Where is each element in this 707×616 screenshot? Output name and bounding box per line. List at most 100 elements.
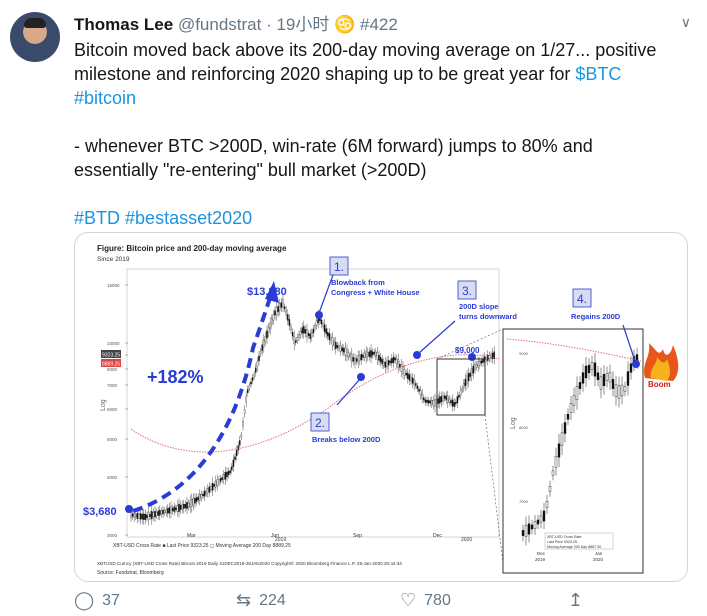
inset-candle-body (584, 365, 588, 379)
inset-candle-body (566, 413, 570, 420)
inset-candle-body (551, 470, 555, 476)
moving-average-200d-line (130, 354, 500, 453)
inset-candle-body (578, 382, 582, 389)
candle-body (453, 402, 455, 407)
share-button[interactable]: ↥ (568, 590, 583, 611)
candle-body (477, 361, 479, 368)
candle-body (261, 344, 263, 351)
candle-body (411, 377, 414, 384)
candle-body (240, 434, 243, 438)
candle-body (443, 395, 446, 399)
tweet-image[interactable]: Figure: Bitcoin price and 200-day moving… (74, 232, 688, 582)
hashtag-btd[interactable]: #BTD (74, 208, 121, 228)
retweet-icon: ⇆ (236, 590, 252, 610)
annotation-4-number: 4. (577, 292, 587, 306)
hashtag-bestasset2020[interactable]: #bestasset2020 (125, 208, 253, 228)
tweet-line-2a: - whenever BTC >200D, win-rate (6M forwa… (74, 136, 593, 156)
inset-candle-body (590, 362, 594, 370)
reply-button[interactable]: ◯ 37 (74, 590, 120, 611)
candle-body (213, 484, 215, 487)
inset-year-2019: 2019 (535, 557, 546, 562)
candle-body (410, 376, 412, 382)
annotation-1-box (329, 256, 349, 276)
candle-body (141, 513, 143, 520)
inset-candle-body (599, 376, 603, 390)
tweet-text: Bitcoin moved back above its 200-day mov… (74, 38, 694, 230)
inset-candle-body (629, 363, 633, 373)
candle-body (466, 375, 468, 384)
inset-legend-box (544, 532, 614, 550)
annotation-1-line-a: Blowback from (331, 278, 385, 287)
annotation-3-line-a: 200D slope (459, 302, 499, 311)
candle-body (186, 502, 188, 509)
inset-candle-body (536, 519, 540, 525)
avatar[interactable] (10, 12, 60, 62)
annotation-3-pointer (418, 320, 456, 354)
candle-body (255, 367, 257, 373)
author-name[interactable]: Thomas Lee (74, 15, 174, 34)
x-year-label: 2020 (461, 537, 472, 543)
candle-body (272, 314, 275, 321)
candle-body (456, 396, 459, 404)
candle-body (408, 374, 411, 381)
y-tick-label: 15000 (107, 283, 120, 288)
candle-body (394, 357, 396, 361)
candle-body (218, 479, 220, 484)
candle-body (493, 351, 495, 359)
candle-body (163, 510, 166, 513)
inset-ytick-8000: 8000 (519, 425, 529, 430)
candle-body (431, 400, 433, 405)
annotation-3-dot (413, 351, 421, 359)
annotation-2-number: 2. (315, 416, 325, 430)
inset-candle-body (545, 501, 549, 508)
candle-body (455, 402, 457, 405)
hashtag-422[interactable]: #422 (360, 15, 398, 34)
current-price-label: $9,000 (455, 346, 480, 355)
candle-body (399, 364, 401, 368)
candle-body (280, 302, 283, 308)
boom-label: Boom (648, 380, 671, 389)
inset-candle-body (557, 443, 561, 458)
candle-body (250, 381, 252, 385)
hashtag-bitcoin[interactable]: #bitcoin (74, 88, 137, 108)
candle-body (403, 369, 406, 376)
candle-body (402, 366, 404, 374)
share-icon: ↥ (568, 590, 584, 610)
cashtag-btc[interactable]: $BTC (575, 64, 622, 84)
candle-body (365, 351, 367, 359)
candle-body (248, 385, 251, 389)
candle-body (416, 385, 419, 389)
author-handle[interactable]: @fundstrat (177, 15, 262, 34)
like-button[interactable]: ♡ 780 (400, 590, 451, 611)
candle-body (362, 354, 364, 358)
candle-body (290, 326, 292, 331)
x-tick-label: Dec (433, 533, 442, 539)
candle-body (205, 490, 207, 494)
inset-candle-body (587, 364, 591, 374)
candle-body (418, 388, 420, 392)
inset-candle-body (521, 530, 525, 536)
figure-source: Source: Fundstrat, Bloomberg (97, 570, 164, 576)
annotation-3-box (457, 280, 477, 300)
tweet-time[interactable]: · 19小时 (261, 15, 330, 34)
candle-body (159, 510, 161, 516)
chevron-down-icon[interactable]: ∨ (680, 14, 691, 30)
candle-body (419, 390, 422, 396)
candle-body (143, 513, 145, 520)
y-tick-label: 6000 (107, 407, 118, 412)
candle-body (475, 364, 478, 368)
candle-body (458, 394, 460, 398)
candle-body (315, 320, 318, 326)
candle-body (187, 503, 190, 508)
candle-body (295, 340, 297, 343)
retweet-button[interactable]: ⇆ 224 (236, 590, 286, 611)
candle-body (331, 337, 334, 346)
candle-body (314, 325, 316, 329)
y-axis-ticks: 15000100009000800070006000500040003000 (107, 283, 128, 538)
candle-body (355, 358, 358, 362)
candle-body (223, 474, 225, 480)
inset-legend-c: Moving Average 200 Day 8887.30 (547, 545, 601, 549)
ma-price-tag-text: 8889.25 (102, 362, 120, 368)
inset-legend-a: XBT-USD Cross Rate (547, 535, 582, 539)
flame-icon (644, 343, 679, 381)
